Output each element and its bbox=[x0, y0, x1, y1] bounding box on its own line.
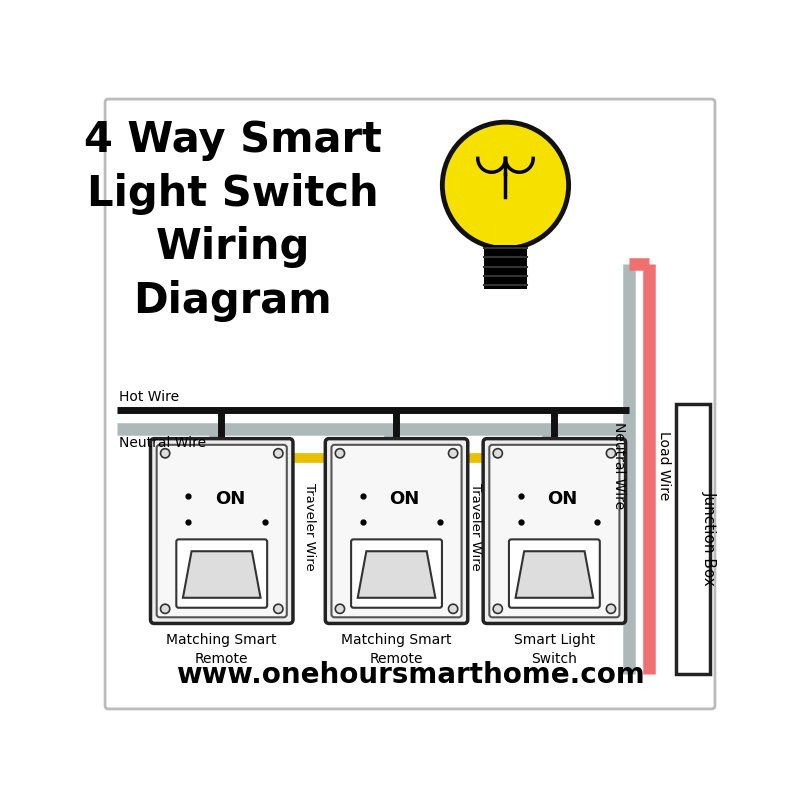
Bar bbox=[676, 404, 710, 674]
FancyBboxPatch shape bbox=[351, 539, 442, 608]
Bar bbox=[484, 245, 527, 289]
FancyBboxPatch shape bbox=[176, 539, 267, 608]
Text: Matching Smart
Remote: Matching Smart Remote bbox=[166, 634, 277, 666]
Text: Load Wire: Load Wire bbox=[657, 431, 671, 500]
Polygon shape bbox=[183, 551, 261, 598]
Text: ON: ON bbox=[214, 490, 245, 508]
FancyBboxPatch shape bbox=[490, 445, 619, 618]
Text: Matching Smart
Remote: Matching Smart Remote bbox=[342, 634, 452, 666]
Text: www.onehoursmarthome.com: www.onehoursmarthome.com bbox=[176, 661, 644, 689]
Text: Neutral Wire: Neutral Wire bbox=[612, 422, 626, 509]
Text: Traveler Wire: Traveler Wire bbox=[469, 483, 482, 571]
Circle shape bbox=[442, 122, 569, 249]
Text: Hot Wire: Hot Wire bbox=[119, 390, 179, 404]
Circle shape bbox=[449, 604, 458, 614]
Text: ON: ON bbox=[390, 490, 420, 508]
Circle shape bbox=[335, 604, 345, 614]
Text: Neutral Wire: Neutral Wire bbox=[119, 436, 206, 450]
FancyBboxPatch shape bbox=[150, 438, 293, 623]
Circle shape bbox=[274, 449, 283, 458]
Circle shape bbox=[335, 449, 345, 458]
Circle shape bbox=[161, 449, 170, 458]
FancyBboxPatch shape bbox=[509, 539, 600, 608]
Text: Smart Light
Switch: Smart Light Switch bbox=[514, 634, 595, 666]
FancyBboxPatch shape bbox=[326, 438, 468, 623]
FancyBboxPatch shape bbox=[331, 445, 462, 618]
Circle shape bbox=[606, 604, 615, 614]
Circle shape bbox=[493, 604, 502, 614]
FancyBboxPatch shape bbox=[105, 99, 715, 709]
Circle shape bbox=[606, 449, 615, 458]
Circle shape bbox=[274, 604, 283, 614]
Circle shape bbox=[493, 449, 502, 458]
Polygon shape bbox=[515, 551, 593, 598]
Circle shape bbox=[161, 604, 170, 614]
Text: Traveler Wire: Traveler Wire bbox=[302, 483, 316, 571]
Text: 4 Way Smart
Light Switch
Wiring
Diagram: 4 Way Smart Light Switch Wiring Diagram bbox=[84, 119, 382, 322]
Circle shape bbox=[449, 449, 458, 458]
Text: Junction Box: Junction Box bbox=[702, 491, 717, 586]
FancyBboxPatch shape bbox=[157, 445, 287, 618]
Polygon shape bbox=[358, 551, 435, 598]
Text: ON: ON bbox=[547, 490, 578, 508]
FancyBboxPatch shape bbox=[483, 438, 626, 623]
